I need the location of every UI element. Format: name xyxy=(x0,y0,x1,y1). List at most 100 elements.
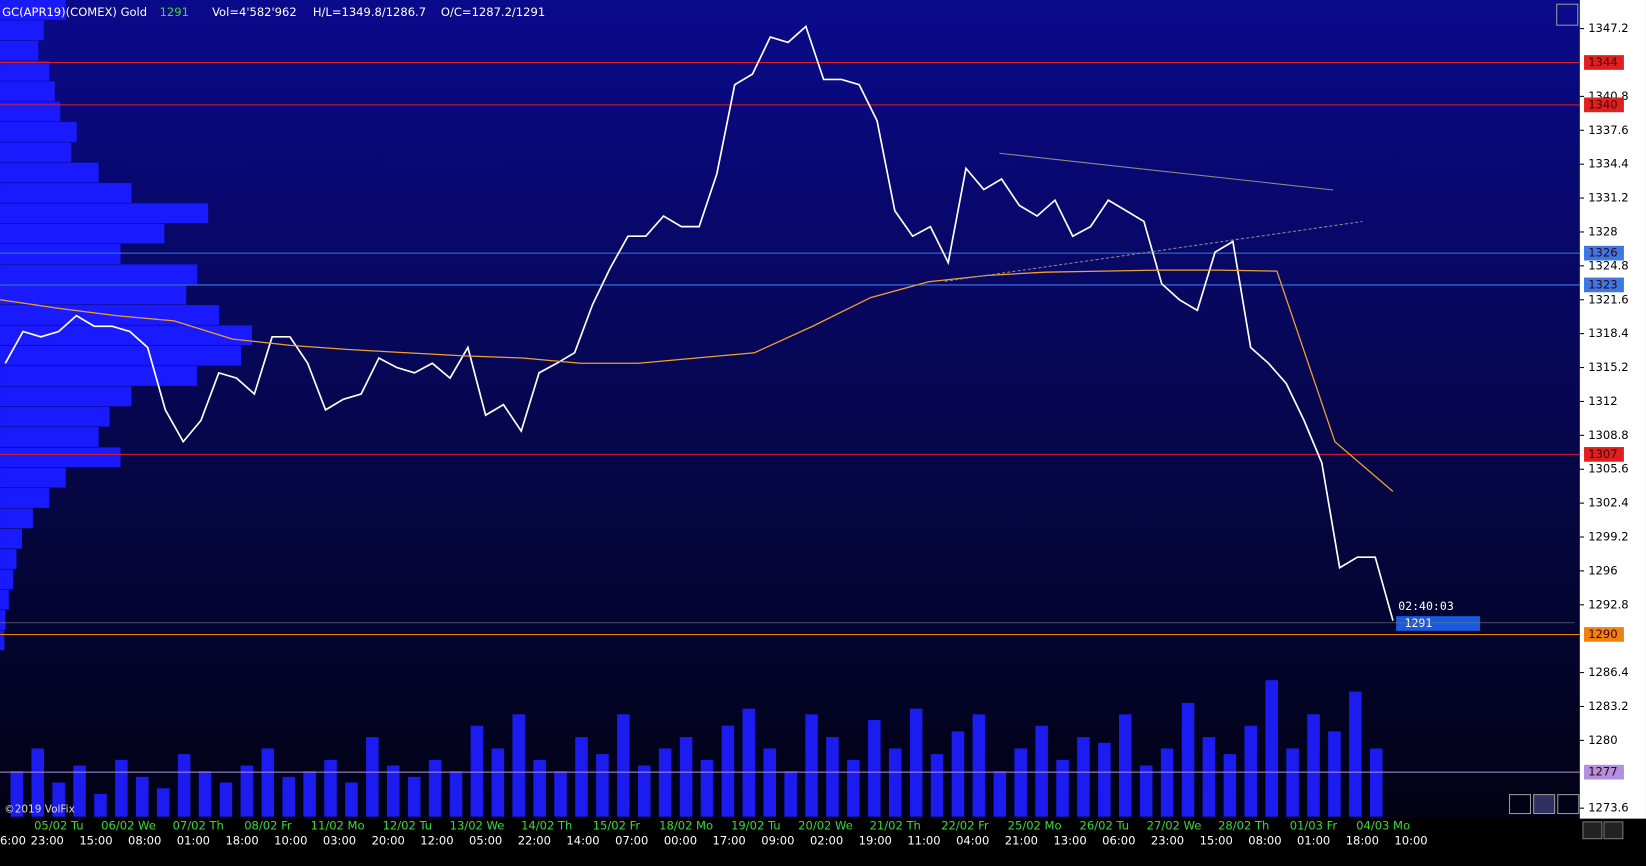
volume-bar xyxy=(303,771,316,817)
fullscreen-button[interactable] xyxy=(1557,794,1580,815)
volume-bar xyxy=(282,776,295,817)
open-close: O/C=1287.2/1291 xyxy=(441,5,545,19)
scroll-left[interactable] xyxy=(1582,821,1603,840)
volume-bar xyxy=(1223,754,1237,817)
volume-bar xyxy=(52,782,65,817)
volume-bar xyxy=(742,708,756,817)
date-label: 06/02 We xyxy=(101,819,156,833)
volume-bar xyxy=(115,759,128,817)
time-label: 6:00 xyxy=(0,833,26,847)
date-label: 15/02 Fr xyxy=(593,819,641,833)
volume-bar xyxy=(1139,765,1153,817)
time-label: 08:00 xyxy=(128,833,161,847)
date-label: 22/02 Fr xyxy=(941,819,989,833)
trend-line xyxy=(999,152,1334,191)
y-tick-label: 1337.6 xyxy=(1588,123,1628,137)
volume-bar xyxy=(1286,748,1299,817)
volume-bar xyxy=(533,759,546,817)
volume-bar xyxy=(554,771,567,817)
time-label: 22:00 xyxy=(518,833,551,847)
volume-bar xyxy=(1118,714,1132,817)
volume-bar xyxy=(491,748,505,817)
volume-bar xyxy=(763,748,777,817)
volume-bar xyxy=(240,765,254,817)
profile-bar xyxy=(0,589,9,610)
date-label: 05/02 Tu xyxy=(34,819,84,833)
volume-bar xyxy=(596,754,609,817)
profile-bar xyxy=(0,569,14,590)
date-label: 07/02 Th xyxy=(173,819,224,833)
time-label: 18:00 xyxy=(1346,833,1379,847)
time-label: 05:00 xyxy=(469,833,502,847)
level-label: 1340 xyxy=(1588,97,1617,111)
time-label: 17:00 xyxy=(713,833,746,847)
y-tick-label: 1321.6 xyxy=(1588,292,1628,306)
profile-bar xyxy=(0,162,99,183)
volume-bar xyxy=(930,754,944,817)
plot-background xyxy=(0,0,1580,819)
time-label: 08:00 xyxy=(1248,833,1281,847)
last-price: 1291 xyxy=(160,5,189,19)
date-label: 01/03 Fr xyxy=(1290,819,1338,833)
time-label: 01:00 xyxy=(1297,833,1330,847)
profile-bar xyxy=(0,0,66,20)
date-label: 26/02 Tu xyxy=(1080,819,1130,833)
date-label: 13/02 We xyxy=(450,819,505,833)
time-label: 15:00 xyxy=(1200,833,1233,847)
scroll-right[interactable] xyxy=(1603,821,1624,840)
volume-bar xyxy=(1160,748,1174,817)
y-tick-label: 1280 xyxy=(1588,733,1617,747)
volume-bar xyxy=(617,714,630,817)
level-label: 1277 xyxy=(1588,765,1617,779)
volume-bar xyxy=(324,759,337,817)
volume-bar xyxy=(972,714,986,817)
price-line xyxy=(4,24,1394,621)
profile-bar xyxy=(0,549,17,569)
volume-bar xyxy=(345,782,358,817)
date-label: 18/02 Mo xyxy=(659,819,713,833)
date-label: 14/02 Th xyxy=(521,819,572,833)
volume-bar xyxy=(428,759,442,817)
symbol: GC(APR19)(COMEX) Gold xyxy=(2,5,147,19)
profile-bar xyxy=(0,203,209,224)
profile-bar xyxy=(0,183,132,203)
layer: 1347.21340.81337.61334.41331.213281324.8… xyxy=(0,0,1629,847)
time-label: 20:00 xyxy=(372,833,405,847)
volume-bar xyxy=(909,708,923,817)
layout-button[interactable] xyxy=(1508,794,1532,815)
profile-bar xyxy=(0,122,77,142)
y-tick-label: 1334.4 xyxy=(1588,157,1628,171)
profile-bar xyxy=(0,101,61,122)
y-tick-label: 1312 xyxy=(1588,394,1617,408)
y-tick-label: 1286.4 xyxy=(1588,665,1628,679)
time-label: 01:00 xyxy=(177,833,210,847)
profile-bar xyxy=(0,325,252,346)
time-label: 10:00 xyxy=(274,833,307,847)
time-label: 21:00 xyxy=(1005,833,1038,847)
draw-tool-button[interactable] xyxy=(1556,3,1579,26)
y-tick-label: 1315.2 xyxy=(1588,360,1628,374)
volume-bar xyxy=(177,754,191,817)
profile-bar xyxy=(0,81,55,102)
time-label: 14:00 xyxy=(566,833,599,847)
volume-bar xyxy=(1035,725,1048,817)
profile-bar xyxy=(0,20,44,41)
y-tick-label: 1308.8 xyxy=(1588,428,1628,442)
volume-bar xyxy=(512,714,526,817)
time-label: 09:00 xyxy=(761,833,794,847)
time-label: 02:00 xyxy=(810,833,843,847)
volume-bar xyxy=(951,731,965,817)
profile-bar xyxy=(0,630,5,651)
volume-bar xyxy=(31,748,44,817)
time-label: 12:00 xyxy=(420,833,453,847)
volume-bar xyxy=(1202,737,1216,817)
time-axis-panel xyxy=(0,818,1646,866)
y-tick-label: 1347.2 xyxy=(1588,21,1628,35)
volume-bar xyxy=(805,714,818,817)
volume-bar xyxy=(721,725,735,817)
time-label: 23:00 xyxy=(31,833,64,847)
profile-bar xyxy=(0,284,187,305)
layout-button[interactable] xyxy=(1533,794,1556,815)
